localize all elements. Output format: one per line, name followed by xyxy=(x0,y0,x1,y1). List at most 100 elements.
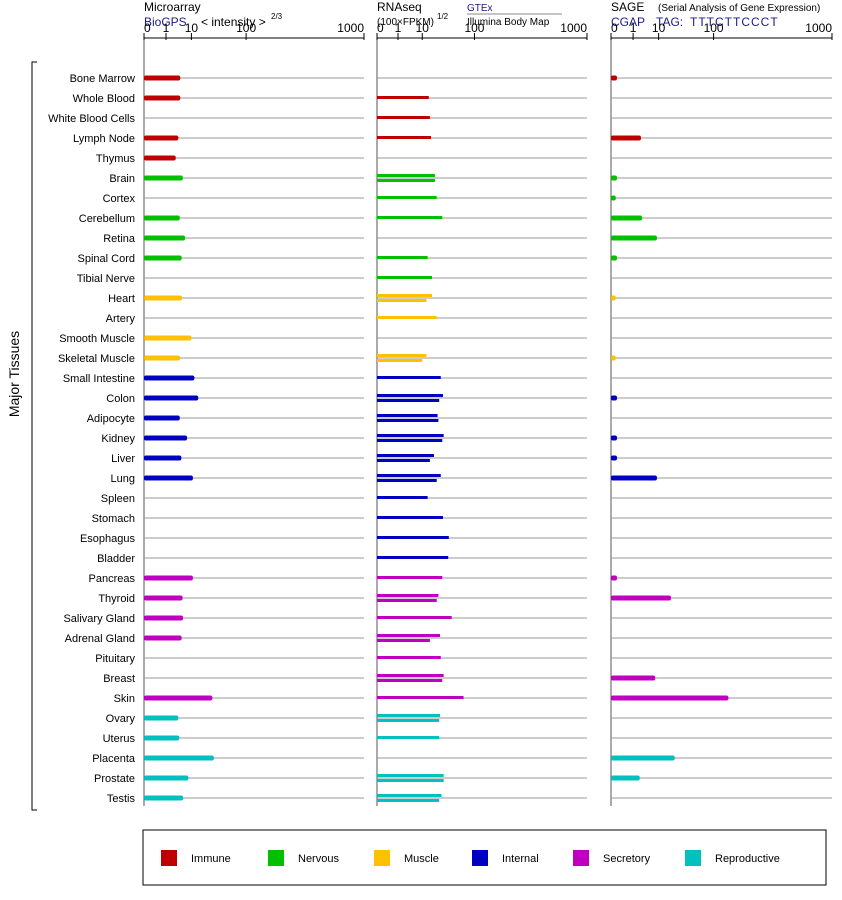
tick-label-rna: 1 xyxy=(395,21,402,35)
tissue-row[interactable]: Kidney xyxy=(101,433,832,445)
bar-sage xyxy=(611,395,617,401)
legend-label: Secretory xyxy=(603,853,651,865)
sage-title: SAGE xyxy=(611,0,644,14)
tissue-row[interactable]: Thyroid xyxy=(98,593,832,605)
bar-rnaseq-gtex xyxy=(377,634,440,637)
bar-rnaseq-ibm xyxy=(377,459,430,462)
legend-label: Reproductive xyxy=(715,853,780,865)
tissue-row[interactable]: Testis xyxy=(107,793,832,805)
tissue-row[interactable]: Esophagus xyxy=(80,533,832,545)
tissue-label: Colon xyxy=(106,393,135,405)
tissue-row[interactable]: Pituitary xyxy=(95,653,832,665)
bar-rnaseq-gtex xyxy=(377,616,452,619)
bar-sage xyxy=(611,75,617,81)
tissue-row[interactable]: Breast xyxy=(103,673,832,685)
bar-rnaseq-gtex xyxy=(377,556,449,559)
tissue-row[interactable]: Artery xyxy=(106,313,832,325)
bar-sage xyxy=(611,235,657,241)
tissue-label: Lymph Node xyxy=(73,133,135,145)
bar-sage xyxy=(611,215,643,221)
sage-tag-sequence: TTTCTTCCCT xyxy=(690,15,779,29)
legend-item: Secretory xyxy=(573,850,651,866)
tissue-row[interactable]: Placenta xyxy=(92,753,832,765)
cgap-link[interactable]: CGAP xyxy=(611,15,645,29)
tissue-label: Kidney xyxy=(101,433,135,445)
bar-microarray xyxy=(144,375,195,381)
tissue-row[interactable]: Uterus xyxy=(103,733,832,745)
bar-sage xyxy=(611,195,616,201)
tissue-row[interactable]: Salivary Gland xyxy=(63,613,832,625)
tissue-row[interactable]: Skin xyxy=(114,693,832,705)
tissue-label: Tibial Nerve xyxy=(77,273,135,285)
bar-rnaseq-ibm xyxy=(377,799,440,802)
tissue-row[interactable]: Skeletal Muscle xyxy=(58,353,832,365)
bar-rnaseq-gtex xyxy=(377,434,444,437)
tissue-row[interactable]: Colon xyxy=(106,393,832,405)
bar-microarray xyxy=(144,415,180,421)
tissue-row[interactable]: Ovary xyxy=(106,713,832,725)
tissue-row[interactable]: Whole Blood xyxy=(73,93,832,105)
bar-rnaseq-gtex xyxy=(377,674,444,677)
tissue-row[interactable]: Spleen xyxy=(101,493,832,505)
tissue-label: Smooth Muscle xyxy=(59,333,135,345)
bar-rnaseq-gtex xyxy=(377,496,428,499)
tissue-label: Prostate xyxy=(94,773,135,785)
legend-box xyxy=(142,829,827,886)
legend: Immune Nervous Muscle Internal Secretory Repr… xyxy=(161,850,780,866)
tissue-row[interactable]: White Blood Cells xyxy=(48,113,832,125)
bar-rnaseq-ibm xyxy=(377,439,443,442)
tissue-row[interactable]: Prostate xyxy=(94,773,832,785)
bar-microarray xyxy=(144,795,184,801)
bar-sage xyxy=(611,575,617,581)
legend-swatch xyxy=(161,850,177,866)
bar-microarray xyxy=(144,175,183,181)
tick-label-micro: 100 xyxy=(236,21,256,35)
legend-label: Nervous xyxy=(298,853,339,865)
tissue-row[interactable]: Heart xyxy=(108,293,832,305)
tissue-row[interactable]: Liver xyxy=(111,453,832,465)
gtex-link[interactable]: GTEx xyxy=(467,3,493,14)
legend-label: Immune xyxy=(191,853,231,865)
tissue-row[interactable]: Stomach xyxy=(92,513,832,525)
tissue-label: Bladder xyxy=(97,553,135,565)
tissue-label: Cortex xyxy=(103,193,136,205)
legend-label: Internal xyxy=(502,853,539,865)
intensity-scale-label: < intensity > xyxy=(201,15,266,29)
bar-rnaseq-gtex xyxy=(377,256,428,259)
bar-microarray xyxy=(144,635,182,641)
tissue-row[interactable]: Small Intestine xyxy=(63,373,832,385)
tissue-row[interactable]: Spinal Cord xyxy=(78,253,832,265)
tissue-row[interactable]: Cortex xyxy=(103,193,832,205)
tissue-row[interactable]: Lung xyxy=(111,473,832,485)
bar-microarray xyxy=(144,695,213,701)
bar-rnaseq-gtex xyxy=(377,594,439,597)
biogps-link[interactable]: BioGPS xyxy=(144,15,187,29)
tick-label-sage: 100 xyxy=(704,21,724,35)
tissue-label: Salivary Gland xyxy=(63,613,135,625)
tissue-row[interactable]: Brain xyxy=(109,173,832,185)
tissue-row[interactable]: Thymus xyxy=(96,153,832,165)
bar-microarray xyxy=(144,215,180,221)
bar-rnaseq-gtex xyxy=(377,656,441,659)
tissue-row[interactable]: Cerebellum xyxy=(79,213,832,225)
bar-rnaseq-ibm xyxy=(377,399,440,402)
tissue-row[interactable]: Bladder xyxy=(97,553,832,565)
bar-rnaseq-gtex xyxy=(377,696,464,699)
tissue-row[interactable]: Retina xyxy=(103,233,832,245)
tissue-row[interactable]: Pancreas xyxy=(89,573,832,585)
bar-rnaseq-ibm xyxy=(377,679,443,682)
tissue-row[interactable]: Smooth Muscle xyxy=(59,333,832,345)
tissue-label: Lung xyxy=(111,473,135,485)
tissue-row[interactable]: Bone Marrow xyxy=(70,73,832,85)
legend-swatch xyxy=(573,850,589,866)
tissue-row[interactable]: Adipocyte xyxy=(87,413,832,425)
tissue-row[interactable]: Lymph Node xyxy=(73,133,832,145)
bar-microarray xyxy=(144,335,192,341)
tissue-row[interactable]: Tibial Nerve xyxy=(77,273,832,285)
tissue-row[interactable]: Adrenal Gland xyxy=(65,633,832,645)
tissue-label: Spinal Cord xyxy=(78,253,135,265)
tissue-label: Skin xyxy=(114,693,135,705)
bar-rnaseq-gtex xyxy=(377,536,449,539)
tissue-label: Thyroid xyxy=(98,593,135,605)
tissue-label: Liver xyxy=(111,453,135,465)
